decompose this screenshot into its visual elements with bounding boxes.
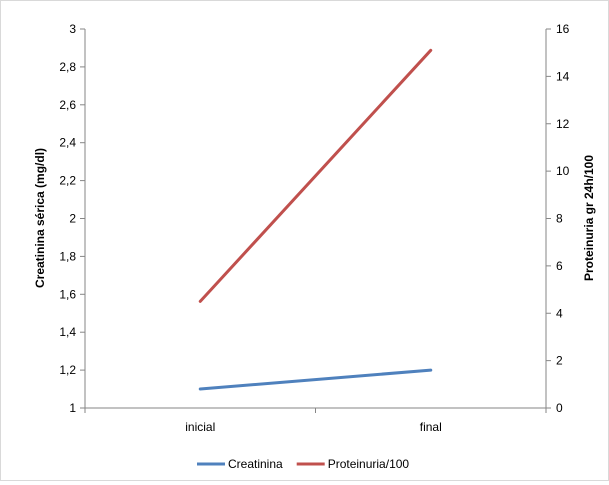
y-left-tick-label: 1,6 <box>59 287 76 301</box>
y-left-tick-label: 2,8 <box>59 60 76 74</box>
y-right-tick-label: 4 <box>556 306 563 320</box>
legend: Creatinina Proteinuria/100 <box>197 457 409 471</box>
y-left-axis-title: Creatinina sérica (mg/dl) <box>33 148 47 288</box>
y-right-tick-label: 10 <box>556 164 570 178</box>
y-right-tick-label: 12 <box>556 117 570 131</box>
y-left-tick-label: 2,6 <box>59 98 76 112</box>
y-right-tick-label: 8 <box>556 212 563 226</box>
y-left-tick-label: 3 <box>69 22 76 36</box>
x-tick-label: final <box>420 420 442 434</box>
y-right-axis-title: Proteinuria gr 24h/100 <box>582 155 596 281</box>
y-left-tick-label: 1,4 <box>59 325 76 339</box>
legend-entry-label: Creatinina <box>228 457 283 471</box>
tick-labels: 1 1,2 1,4 1,6 1,8 2 2,2 2,4 2,6 2,8 3 0 2 4 6 8 10 12 14 16… <box>59 22 569 434</box>
y-left-tick-label: 1,2 <box>59 363 76 377</box>
series-line-creatinina <box>198 368 433 391</box>
y-right-tick-label: 14 <box>556 69 570 83</box>
y-left-tick-label: 2 <box>69 212 76 226</box>
series-lines <box>198 48 433 391</box>
y-right-tick-label: 16 <box>556 22 570 36</box>
axes <box>80 28 551 413</box>
y-left-tick-label: 2,4 <box>59 136 76 150</box>
y-left-tick-label: 2,2 <box>59 174 76 188</box>
series-line-proteinuria-100 <box>198 48 433 303</box>
y-left-tick-label: 1,8 <box>59 249 76 263</box>
y-right-tick-label: 2 <box>556 354 563 368</box>
legend-entry-label: Proteinuria/100 <box>328 457 410 471</box>
x-tick-label: inicial <box>185 420 215 434</box>
y-right-tick-label: 0 <box>556 401 563 415</box>
y-left-tick-label: 1 <box>69 401 76 415</box>
y-right-tick-label: 6 <box>556 259 563 273</box>
